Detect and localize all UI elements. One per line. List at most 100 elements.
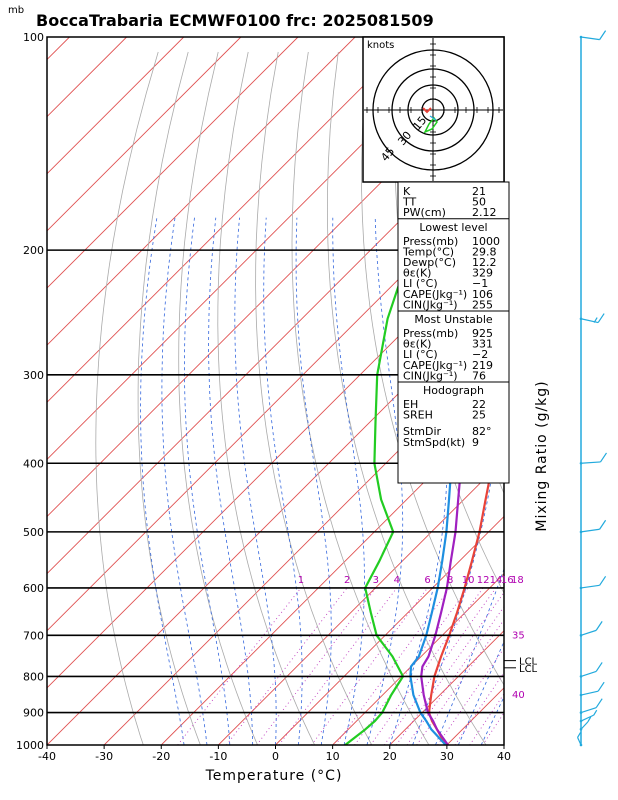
isotherm-line: [47, 173, 504, 632]
wind-barb-shaft: [580, 318, 599, 324]
moist-adiabat-line: [263, 217, 303, 745]
background-grid: [47, 37, 618, 760]
isotherm-line: [47, 37, 299, 289]
dry-adiabat-line: [361, 51, 504, 686]
isotherm-line: [47, 37, 470, 461]
dry-adiabat-line: [95, 51, 159, 745]
wind-barb-dot: [579, 675, 583, 678]
most-unstable-label: θε(K): [403, 338, 431, 351]
wind-barb-dot: [579, 693, 583, 697]
mixing-ratio-line: [383, 587, 497, 745]
dry-adiabat-line: [608, 52, 618, 760]
lowest-level-label: CAPE(Jkg⁻¹): [403, 288, 467, 301]
wind-barb-shaft: [580, 670, 597, 677]
wind-barb-flag: [599, 575, 607, 586]
lowest-level-header: Lowest level: [419, 221, 487, 234]
mixing-ratio-label-3: 3: [373, 575, 379, 586]
mixing-ratio-label-10: 10: [462, 575, 475, 586]
hodograph-stats-value: 22: [472, 398, 486, 411]
wind-barb-flag: [599, 30, 607, 40]
wind-barb-flag: [595, 621, 603, 631]
mixing-ratio-label-8: 8: [447, 575, 453, 586]
wind-barb: [579, 662, 603, 678]
moist-adiabat-line: [234, 217, 277, 745]
wind-barb-shaft: [580, 714, 594, 722]
wind-barb-shaft: [580, 690, 599, 696]
hodograph-stats-value: 25: [472, 409, 486, 422]
pressure-label-400: 400: [23, 457, 44, 470]
wind-barb: [579, 709, 598, 723]
lowest-level-value: 12.2: [472, 256, 497, 269]
wind-barb-shaft: [577, 737, 582, 746]
isotherm-line: [561, 37, 618, 745]
moist-adiabat-line: [480, 695, 504, 745]
index-value: 2.12: [472, 206, 497, 219]
isotherm-line: [218, 458, 504, 745]
pressure-label-600: 600: [23, 582, 44, 595]
mixing-ratio-label-18: 18: [511, 575, 524, 586]
mixing-ratio-line: [226, 587, 348, 745]
wind-barb-flag: [597, 313, 605, 323]
wind-barb-shaft: [580, 707, 597, 714]
dry-adiabat-line: [548, 52, 618, 760]
temperature-tick-label: 10: [326, 750, 340, 763]
most-unstable-value: 331: [472, 338, 493, 351]
wind-barb: [579, 681, 605, 697]
wind-barb-shaft: [580, 721, 589, 730]
pressure-label-100: 100: [23, 31, 44, 44]
moist-adiabat-line: [295, 217, 332, 745]
most-unstable-label: CIN(Jkg⁻¹): [403, 369, 458, 382]
dewpoint-profile-line: [344, 88, 504, 745]
hodograph-stats-label: EH: [403, 398, 418, 411]
pressure-label-200: 200: [23, 244, 44, 257]
hodograph-trace-low: [422, 107, 432, 114]
most-unstable-header: Most Unstable: [414, 313, 493, 326]
dry-adiabat-line: [578, 52, 618, 760]
lowest-level-label: Dewp(°C): [403, 256, 456, 269]
isotherm-line: [47, 287, 504, 745]
pressure-tick-labels: 100 200 300 400 500 600 700 800 900 1000: [16, 31, 44, 752]
isotherm-line: [160, 401, 504, 745]
dry-adiabat-line: [178, 51, 258, 745]
index-value: 50: [472, 196, 486, 209]
mixing-ratio-label-2: 2: [344, 575, 350, 586]
wind-barb-flag: [595, 698, 603, 708]
pressure-label-300: 300: [23, 369, 44, 382]
moist-adiabat-line: [457, 640, 504, 745]
moist-adiabat-line: [161, 217, 208, 745]
mixing-ratio-line: [454, 671, 504, 745]
wind-barb: [579, 30, 607, 41]
mixing-ratio-line: [406, 606, 504, 745]
moist-adiabat-line: [140, 217, 185, 745]
wind-barb-shaft: [580, 528, 600, 533]
lowest-level-value: 106: [472, 288, 493, 301]
wind-barb-dot: [579, 711, 583, 714]
lowest-level-label: CIN(Jkg⁻¹): [403, 298, 458, 311]
most-unstable-value: 219: [472, 359, 493, 372]
wind-barb-half-flag: [587, 716, 592, 723]
temperature-tick-label: -30: [95, 750, 113, 763]
temperature-tick-label: 40: [497, 750, 511, 763]
wind-barb-flag: [599, 452, 607, 463]
wind-barb-dot: [579, 727, 583, 731]
lowest-level-label: Press(mb): [403, 235, 458, 248]
wind-barb-shaft: [580, 36, 600, 41]
wind-barb-half-flag: [577, 732, 582, 738]
mixing-ratio-label-16: 16: [501, 575, 514, 586]
wind-barb-dot: [579, 634, 583, 637]
dry-adiabat-line: [255, 51, 373, 745]
isotherm-line: [47, 37, 356, 346]
hodograph-stats-value: 82°: [472, 425, 492, 438]
wind-barb: [579, 452, 607, 465]
most-unstable-value: −2: [472, 348, 488, 361]
index-label: K: [403, 185, 411, 198]
lcl-label: LCL: [519, 657, 538, 668]
wind-barb-shaft: [580, 461, 601, 464]
wind-barb-half-flag: [593, 317, 598, 323]
wind-barb-flag: [597, 681, 605, 692]
wind-barb-shaft: [580, 629, 597, 636]
wind-barb-half-flag: [593, 709, 598, 716]
wind-barb-dot: [579, 586, 583, 590]
